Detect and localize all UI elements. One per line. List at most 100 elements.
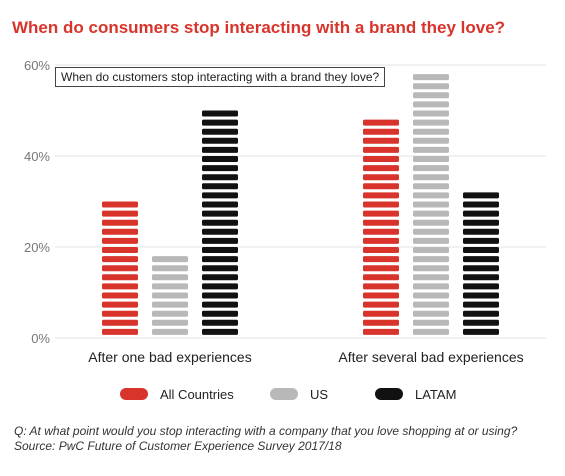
bar-segment bbox=[463, 210, 499, 217]
bar-segment bbox=[202, 110, 238, 117]
x-category-label: After several bad experiences bbox=[338, 349, 523, 365]
bar-segment bbox=[363, 219, 399, 226]
bar-segment bbox=[413, 283, 449, 290]
bar-segment bbox=[413, 265, 449, 272]
bar-segment bbox=[413, 174, 449, 181]
bar-segment bbox=[202, 328, 238, 335]
bar-segment bbox=[413, 156, 449, 162]
bar-segment bbox=[152, 292, 188, 299]
bar-segment bbox=[102, 210, 138, 217]
bar-segment bbox=[463, 328, 499, 335]
bar-segment bbox=[202, 237, 238, 244]
bar-segment bbox=[413, 328, 449, 335]
bar-segment bbox=[463, 265, 499, 272]
bar-segment bbox=[413, 219, 449, 226]
bar-segment bbox=[463, 292, 499, 299]
bar-segment bbox=[463, 319, 499, 326]
bar-segment bbox=[102, 328, 138, 335]
bar-chart: 0% 20% 40% 60% After one bad experiences Afte… bbox=[24, 58, 546, 402]
bar-segment bbox=[413, 247, 449, 253]
bar-segment bbox=[413, 83, 449, 90]
bar-segment bbox=[102, 237, 138, 244]
bar-segment bbox=[463, 274, 499, 281]
bar-segment bbox=[413, 301, 449, 308]
bar-segment bbox=[152, 301, 188, 308]
bar-segment bbox=[413, 183, 449, 190]
bar-segment bbox=[363, 265, 399, 272]
bar-segment bbox=[363, 328, 399, 335]
survey-question: Q: At what point would you stop interact… bbox=[14, 424, 518, 438]
legend-swatch bbox=[375, 388, 403, 400]
bar-segment bbox=[102, 265, 138, 272]
bar-segment bbox=[363, 156, 399, 162]
bar-segment bbox=[102, 256, 138, 263]
bar-segment bbox=[102, 310, 138, 317]
bar-segment bbox=[152, 256, 188, 263]
legend-swatch bbox=[270, 388, 298, 400]
bar-segment bbox=[413, 165, 449, 172]
bar-segment bbox=[463, 192, 499, 199]
bar-segment bbox=[363, 310, 399, 317]
bar-segment bbox=[413, 137, 449, 144]
bar-segment bbox=[363, 119, 399, 126]
bar-latam bbox=[202, 110, 238, 335]
bar-segment bbox=[463, 201, 499, 208]
bar-segment bbox=[202, 265, 238, 272]
bar-segment bbox=[463, 310, 499, 317]
bar-segment bbox=[202, 301, 238, 308]
bar-segment bbox=[413, 201, 449, 208]
bar-segment bbox=[463, 228, 499, 235]
bar-segment bbox=[463, 283, 499, 290]
bar-segment bbox=[202, 128, 238, 135]
bar-segment bbox=[463, 219, 499, 226]
chart-footer: Q: At what point would you stop interact… bbox=[14, 424, 517, 454]
bar-all-countries bbox=[102, 201, 138, 335]
bar-segment bbox=[413, 256, 449, 263]
bar-segment bbox=[413, 319, 449, 326]
bar-segment bbox=[363, 256, 399, 263]
bar-segment bbox=[363, 283, 399, 290]
bar-segment bbox=[363, 274, 399, 281]
bar-segment bbox=[202, 210, 238, 217]
bar-segment bbox=[413, 146, 449, 153]
bar-segment bbox=[363, 165, 399, 172]
bar-segment bbox=[363, 301, 399, 308]
bar-segment bbox=[102, 319, 138, 326]
bar-segment bbox=[202, 310, 238, 317]
bar-all-countries bbox=[363, 119, 399, 335]
legend-label: US bbox=[310, 387, 328, 402]
bar-segment bbox=[202, 283, 238, 290]
bar-segment bbox=[202, 256, 238, 263]
chart-title: When do consumers stop interacting with … bbox=[12, 18, 506, 37]
bar-segment bbox=[363, 237, 399, 244]
bar-segment bbox=[202, 183, 238, 190]
bar-segment bbox=[202, 201, 238, 208]
bar-segment bbox=[102, 201, 138, 208]
bar-segment bbox=[463, 256, 499, 263]
bar-segment bbox=[463, 247, 499, 253]
bar-segment bbox=[413, 192, 449, 199]
legend-swatch bbox=[120, 388, 148, 400]
bar-segment bbox=[413, 92, 449, 99]
bar-us bbox=[152, 256, 188, 335]
bar-segment bbox=[102, 274, 138, 281]
bar-segment bbox=[202, 228, 238, 235]
bar-segment bbox=[413, 110, 449, 117]
bar-segment bbox=[363, 128, 399, 135]
bar-segment bbox=[363, 183, 399, 190]
bar-segment bbox=[363, 292, 399, 299]
bar-segment bbox=[202, 247, 238, 253]
y-tick-label: 20% bbox=[24, 240, 50, 255]
bar-us bbox=[413, 74, 449, 335]
bar-segment bbox=[413, 128, 449, 135]
bar-segment bbox=[413, 210, 449, 217]
bar-segment bbox=[202, 292, 238, 299]
bar-segment bbox=[363, 228, 399, 235]
y-tick-label: 60% bbox=[24, 58, 50, 73]
bar-segment bbox=[363, 201, 399, 208]
bar-segment bbox=[413, 292, 449, 299]
bar-segment bbox=[102, 301, 138, 308]
bar-segment bbox=[202, 174, 238, 181]
bar-segment bbox=[102, 292, 138, 299]
bar-segment bbox=[202, 137, 238, 144]
